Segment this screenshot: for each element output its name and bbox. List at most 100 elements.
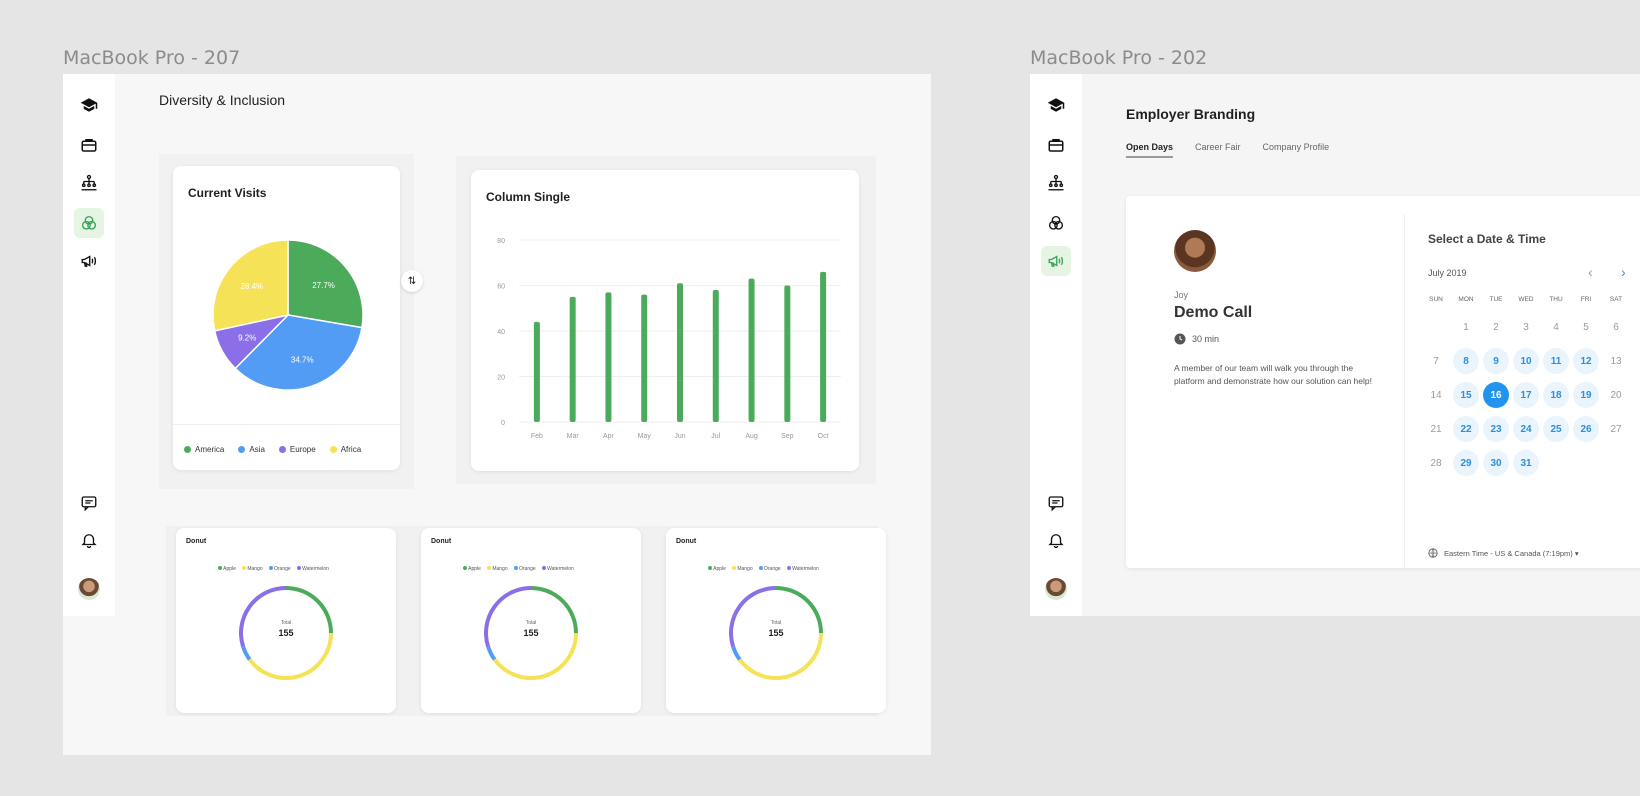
calendar-day-5: 5 xyxy=(1583,321,1589,333)
calendar-day-17[interactable]: 17 xyxy=(1513,382,1539,408)
prev-month-icon[interactable]: ‹ xyxy=(1588,264,1593,280)
donut-card: Donut Apple Mango Orange Watermelon Tota… xyxy=(421,528,641,713)
calendar-day-1: 1 xyxy=(1463,321,1469,333)
avatar[interactable] xyxy=(1045,578,1067,600)
donut-total-label: Total xyxy=(280,620,292,626)
calendar-day-8[interactable]: 8 xyxy=(1453,348,1479,374)
donut-legend: Apple Mango Orange Watermelon xyxy=(218,566,329,572)
chat-icon[interactable] xyxy=(74,488,104,518)
graduation-cap-icon[interactable] xyxy=(74,90,104,120)
calendar-day-10[interactable]: 10 xyxy=(1513,348,1539,374)
calendar-day-25[interactable]: 25 xyxy=(1543,416,1569,442)
next-month-icon[interactable]: › xyxy=(1621,264,1626,280)
pie-data-label: 34.7% xyxy=(291,355,314,364)
calendar-day-26[interactable]: 26 xyxy=(1573,416,1599,442)
x-tick-label: Sep xyxy=(781,433,794,440)
bar-may xyxy=(641,294,648,422)
globe-icon xyxy=(1428,548,1438,558)
bell-icon[interactable] xyxy=(1041,525,1071,555)
x-tick-label: Feb xyxy=(531,433,543,440)
org-chart-icon[interactable] xyxy=(1041,168,1071,198)
timezone-select[interactable]: Eastern Time - US & Canada (7:19pm) ▾ xyxy=(1428,548,1579,558)
page-title: Employer Branding xyxy=(1126,106,1256,122)
duration: 30 min xyxy=(1174,333,1219,345)
tab-company-profile[interactable]: Company Profile xyxy=(1262,142,1330,152)
bell-icon[interactable] xyxy=(74,525,104,555)
weekday-label: SAT xyxy=(1609,296,1623,303)
calendar-day-16[interactable]: 16 xyxy=(1483,382,1509,408)
tab-bar: Open Days Career Fair Company Profile xyxy=(1126,142,1329,158)
weekday-label: FRI xyxy=(1580,296,1592,303)
donut-segment-orange xyxy=(241,646,252,661)
briefcase-icon[interactable] xyxy=(1041,130,1071,160)
pie-data-label: 9.2% xyxy=(238,333,256,342)
calendar-day-19[interactable]: 19 xyxy=(1573,382,1599,408)
megaphone-icon[interactable] xyxy=(1041,246,1071,276)
avatar[interactable] xyxy=(78,578,100,600)
y-tick-label: 0 xyxy=(501,420,505,427)
month-label: July 2019 xyxy=(1428,268,1467,278)
booking-card: Joy Demo Call 30 min A member of our tea… xyxy=(1126,196,1640,568)
column-single-title: Column Single xyxy=(486,190,570,204)
calendar-day-3: 3 xyxy=(1523,321,1529,333)
tab-career-fair[interactable]: Career Fair xyxy=(1195,142,1241,152)
chat-icon[interactable] xyxy=(1041,488,1071,518)
calendar-day-22[interactable]: 22 xyxy=(1453,416,1479,442)
calendar-day-29[interactable]: 29 xyxy=(1453,450,1479,476)
pie-data-label: 27.7% xyxy=(312,281,335,290)
donut-segment-mango xyxy=(247,632,333,680)
graduation-cap-icon[interactable] xyxy=(1041,90,1071,120)
x-tick-label: May xyxy=(638,433,652,440)
venn-circles-icon[interactable] xyxy=(1041,208,1071,238)
calendar-day-18[interactable]: 18 xyxy=(1543,382,1569,408)
donut-segment-orange xyxy=(731,646,742,661)
calendar-day-24[interactable]: 24 xyxy=(1513,416,1539,442)
sidebar xyxy=(63,74,115,616)
legend-item-america: America xyxy=(184,445,224,454)
calendar-day-11[interactable]: 11 xyxy=(1543,348,1569,374)
calendar-day-13: 13 xyxy=(1610,355,1622,367)
event-title: Demo Call xyxy=(1174,304,1253,321)
bar-sep xyxy=(784,285,791,422)
donut-total-label: Total xyxy=(770,620,782,626)
pie-slice-asia xyxy=(234,314,363,391)
y-tick-label: 60 xyxy=(497,284,505,291)
weekday-label: TUE xyxy=(1489,296,1503,303)
legend-item-europe: Europe xyxy=(278,445,316,454)
calendar-day-20: 20 xyxy=(1610,389,1622,401)
donut-card: Donut Apple Mango Orange Watermelon Tota… xyxy=(176,528,396,713)
tab-open-days[interactable]: Open Days xyxy=(1126,142,1174,158)
current-visits-legend: America Asia Europe Africa xyxy=(184,445,361,454)
bar-apr xyxy=(605,292,612,422)
megaphone-icon[interactable] xyxy=(74,246,104,276)
donut-card: Donut Apple Mango Orange Watermelon Tota… xyxy=(666,528,886,713)
calendar-day-31[interactable]: 31 xyxy=(1513,450,1539,476)
legend-item-africa: Africa xyxy=(329,445,361,454)
donut-total-value: 155 xyxy=(523,628,539,638)
picker-title: Select a Date & Time xyxy=(1428,232,1546,246)
venn-circles-icon[interactable] xyxy=(74,208,104,238)
briefcase-icon[interactable] xyxy=(74,130,104,160)
donut-segment-apple xyxy=(530,586,578,634)
calendar-day-28: 28 xyxy=(1430,457,1442,469)
donut-chart xyxy=(484,586,578,680)
calendar-day-30[interactable]: 30 xyxy=(1483,450,1509,476)
org-chart-icon[interactable] xyxy=(74,168,104,198)
calendar-day-12[interactable]: 12 xyxy=(1573,348,1599,374)
sidebar xyxy=(1030,74,1082,616)
current-visits-pie: 27.7% 34.7% 9.2% 28.4% xyxy=(212,239,364,391)
donut-segment-mango xyxy=(737,632,823,680)
y-tick-label: 40 xyxy=(497,329,505,336)
calendar-day-15[interactable]: 15 xyxy=(1453,382,1479,408)
pie-slice-africa xyxy=(212,239,289,332)
donut-total-label: Total xyxy=(525,620,537,626)
donut-legend: Apple Mango Orange Watermelon xyxy=(463,566,574,572)
resize-handle-icon[interactable]: ⇅ xyxy=(401,270,423,292)
calendar-day-23[interactable]: 23 xyxy=(1483,416,1509,442)
bar-jun xyxy=(677,283,683,422)
clock-icon xyxy=(1174,333,1186,345)
x-tick-label: Jul xyxy=(711,433,720,440)
donut-segment-watermelon xyxy=(484,586,532,648)
calendar-day-9[interactable]: 9 xyxy=(1483,348,1509,374)
calendar-day-27: 27 xyxy=(1610,423,1622,435)
